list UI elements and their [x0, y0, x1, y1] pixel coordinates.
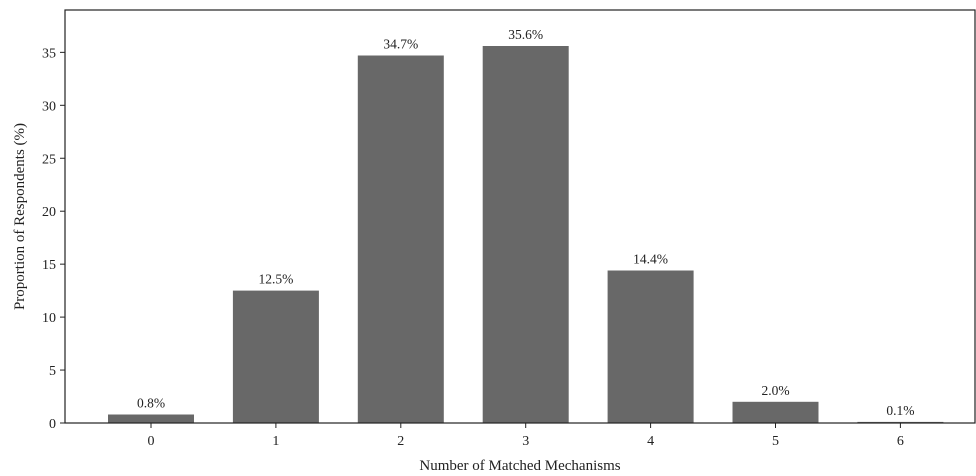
- bar-1: [232, 290, 319, 423]
- y-axis-label: Proportion of Respondents (%): [12, 123, 28, 310]
- x-ticks-group: 0 1 2 3 4 5 6: [148, 423, 904, 449]
- x-tick-label-2: 2: [397, 434, 404, 449]
- bar-4: [607, 270, 694, 423]
- y-tick-label-25: 25: [42, 152, 56, 167]
- x-tick-label-5: 5: [772, 434, 779, 449]
- x-tick-label-0: 0: [148, 434, 155, 449]
- x-tick-label-4: 4: [647, 434, 654, 449]
- x-tick-label-6: 6: [897, 434, 904, 449]
- y-tick-label-20: 20: [42, 205, 56, 220]
- value-labels-group: 0.8% 12.5% 34.7% 35.6% 14.4% 2.0% 0.1%: [137, 27, 915, 418]
- bar-3: [482, 46, 569, 423]
- y-ticks-group: 0 5 10 15 20 25 30 35: [42, 46, 65, 432]
- value-label-5: 2.0%: [761, 383, 789, 398]
- x-tick-label-3: 3: [522, 434, 529, 449]
- value-label-6: 0.1%: [886, 403, 914, 418]
- value-label-0: 0.8%: [137, 396, 165, 411]
- y-tick-label-10: 10: [42, 311, 56, 326]
- bar-5: [732, 401, 819, 423]
- y-tick-label-0: 0: [49, 417, 56, 432]
- x-tick-label-1: 1: [272, 434, 279, 449]
- bar-2: [357, 55, 444, 423]
- value-label-3: 35.6%: [508, 27, 543, 42]
- y-tick-label-5: 5: [49, 364, 56, 379]
- axes-group: [64, 9, 976, 424]
- bars-group: [108, 46, 944, 423]
- plot-frame: [64, 9, 976, 424]
- value-label-1: 12.5%: [258, 272, 293, 287]
- value-label-4: 14.4%: [633, 252, 668, 267]
- y-tick-label-15: 15: [42, 258, 56, 273]
- value-label-2: 34.7%: [383, 37, 418, 52]
- bar-0: [108, 414, 194, 423]
- y-tick-label-35: 35: [42, 46, 56, 61]
- x-axis-label: Number of Matched Mechanisms: [419, 458, 620, 474]
- y-tick-label-30: 30: [42, 99, 56, 114]
